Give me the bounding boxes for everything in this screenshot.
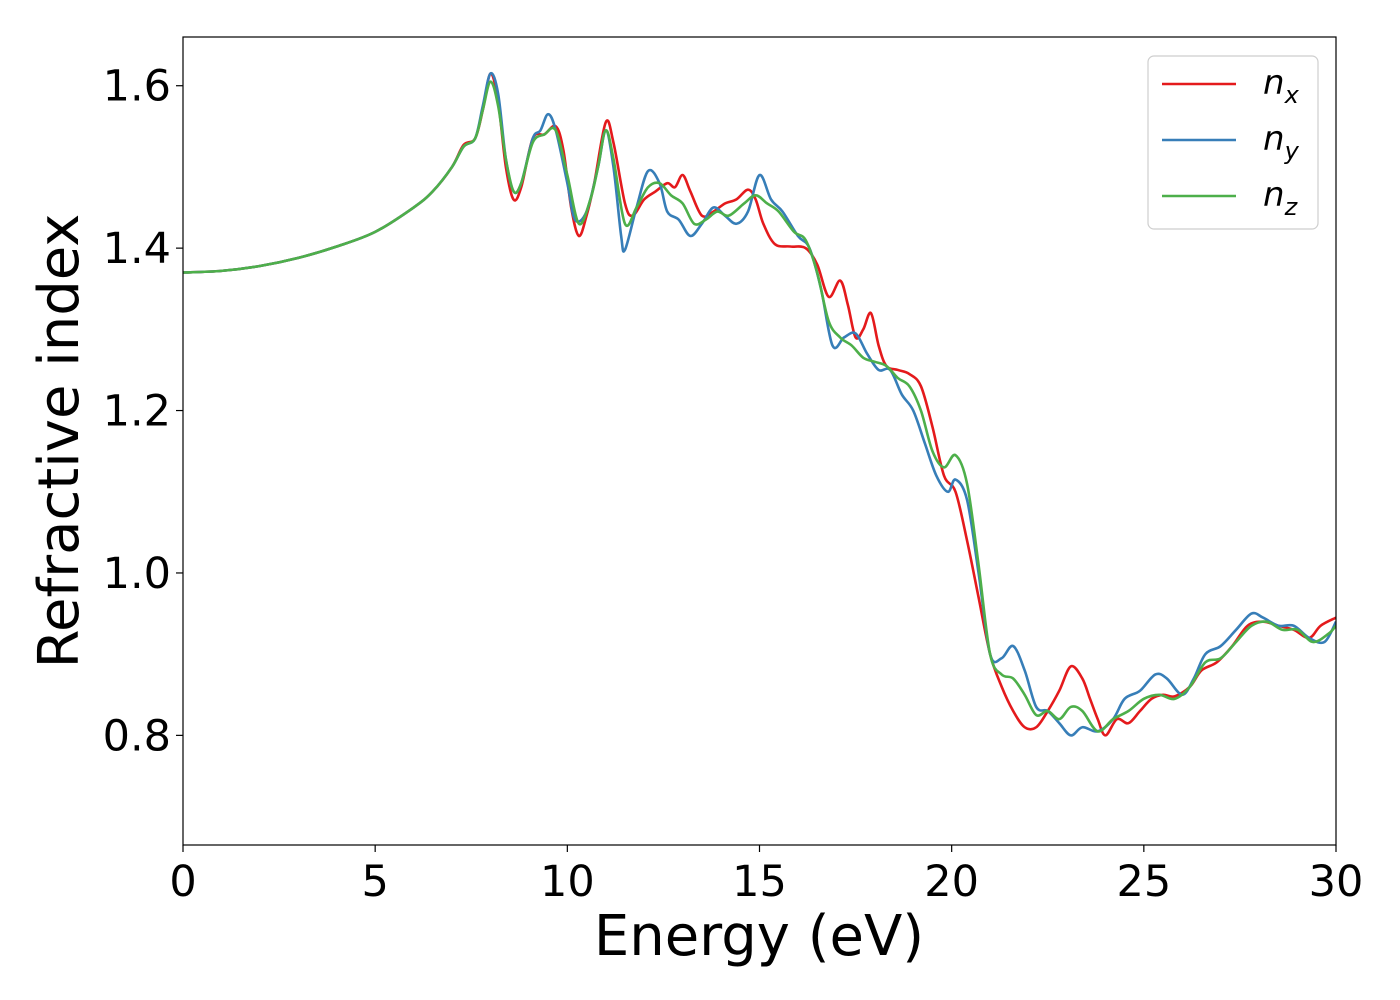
legend-label-subscript: z	[1284, 193, 1299, 221]
y-axis-title: Refractive index	[27, 214, 92, 669]
y-tick-label: 1.6	[103, 62, 171, 112]
plot-frame	[182, 36, 1337, 846]
series-layer	[183, 71, 1336, 737]
x-tick-label: 15	[732, 857, 787, 907]
x-tick-label: 5	[361, 857, 388, 907]
x-tick-label: 20	[924, 857, 979, 907]
y-tick-label: 1.2	[103, 387, 171, 437]
y-axis-ticks: 0.8 1.0 1.2 1.4 1.6	[103, 62, 183, 761]
legend-label-n-y: ny	[1263, 119, 1300, 165]
legend-box	[1147, 55, 1319, 230]
legend-label-base: n	[1263, 63, 1285, 103]
x-axis-ticks: 0 5 10 15 20 25 30	[169, 845, 1363, 907]
series-line-n-z	[183, 80, 1336, 733]
series-line-n-x	[183, 72, 1336, 737]
legend-label-subscript: x	[1284, 81, 1300, 109]
y-tick-label: 0.8	[103, 711, 171, 761]
legend-label-base: n	[1263, 175, 1285, 215]
x-tick-label: 10	[540, 857, 595, 907]
legend-label-base: n	[1263, 119, 1285, 159]
legend-label-n-x: nx	[1263, 63, 1300, 109]
legend-label-subscript: y	[1284, 137, 1300, 165]
x-tick-label: 25	[1116, 857, 1171, 907]
legend-label-n-z: nz	[1263, 175, 1299, 221]
x-tick-label: 30	[1309, 857, 1364, 907]
x-axis-title: Energy (eV)	[594, 904, 924, 969]
y-tick-label: 1.0	[103, 549, 171, 599]
x-tick-label: 0	[169, 857, 196, 907]
y-tick-label: 1.4	[103, 224, 171, 274]
